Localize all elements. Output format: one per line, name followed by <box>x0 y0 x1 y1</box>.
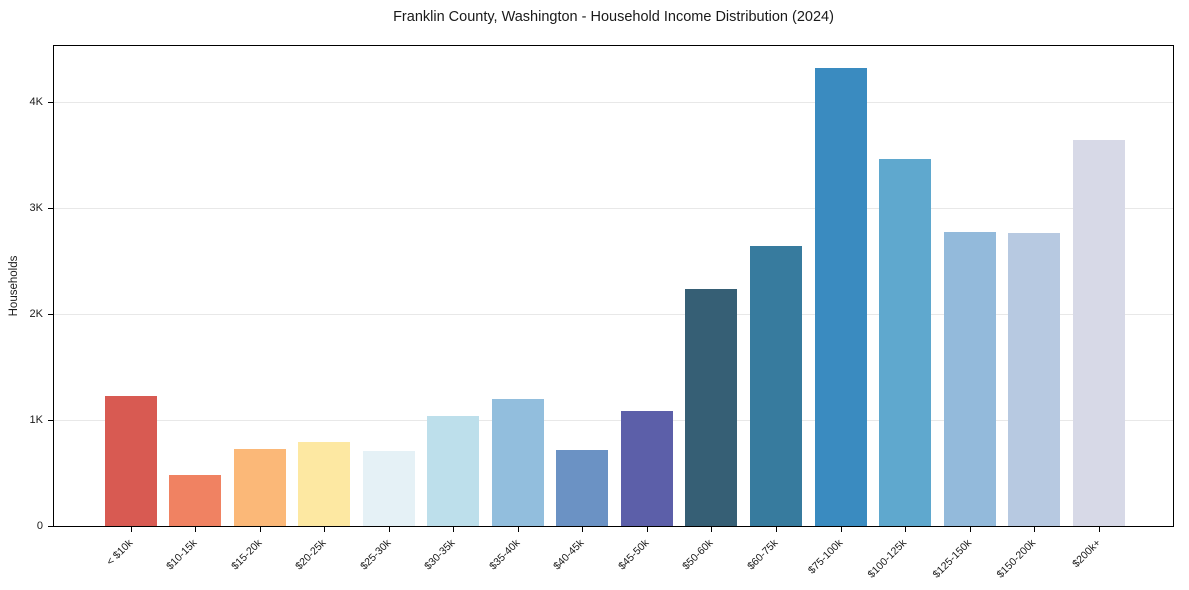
gridline <box>54 419 1173 421</box>
bar <box>685 289 738 526</box>
y-tick-mark <box>48 420 53 421</box>
gridline <box>54 207 1173 209</box>
y-tick-mark <box>48 102 53 103</box>
y-tick-label: 2K <box>29 308 43 320</box>
bar <box>362 450 415 526</box>
bar <box>1008 233 1061 526</box>
x-tick-mark <box>260 527 261 532</box>
bar <box>750 245 802 526</box>
gridline <box>54 313 1173 315</box>
y-tick-label: 4K <box>29 96 43 108</box>
bar <box>1072 140 1125 526</box>
x-tick-mark <box>453 527 454 532</box>
bar <box>879 158 932 526</box>
x-tick-mark <box>389 527 390 532</box>
y-tick-mark <box>48 526 53 527</box>
chart-title: Franklin County, Washington - Household … <box>393 9 834 25</box>
x-tick-mark <box>711 527 712 532</box>
bar <box>556 450 609 526</box>
x-tick-mark <box>841 527 842 532</box>
x-tick-mark <box>582 527 583 532</box>
x-tick-mark <box>776 527 777 532</box>
y-tick-label: 1K <box>29 414 43 426</box>
bar <box>233 448 286 526</box>
bar <box>943 232 996 526</box>
x-tick-mark <box>970 527 971 532</box>
x-tick-mark <box>518 527 519 532</box>
bar <box>814 68 867 526</box>
x-tick-mark <box>647 527 648 532</box>
y-tick-mark <box>48 208 53 209</box>
y-tick-mark <box>48 314 53 315</box>
y-tick-label: 3K <box>29 202 43 214</box>
y-axis-label: Households <box>8 255 20 317</box>
x-tick-mark <box>1034 527 1035 532</box>
y-tick-label: 0 <box>36 520 43 532</box>
plot-area <box>53 45 1174 527</box>
gridline <box>54 101 1173 103</box>
x-tick-mark <box>195 527 196 532</box>
bar <box>620 410 673 526</box>
x-tick-mark <box>905 527 906 532</box>
bar <box>169 474 222 526</box>
bar <box>298 442 351 526</box>
x-tick-mark <box>324 527 325 532</box>
bar <box>104 395 157 526</box>
x-tick-mark <box>131 527 132 532</box>
bar <box>491 398 544 526</box>
x-tick-mark <box>1099 527 1100 532</box>
bar <box>427 415 480 526</box>
